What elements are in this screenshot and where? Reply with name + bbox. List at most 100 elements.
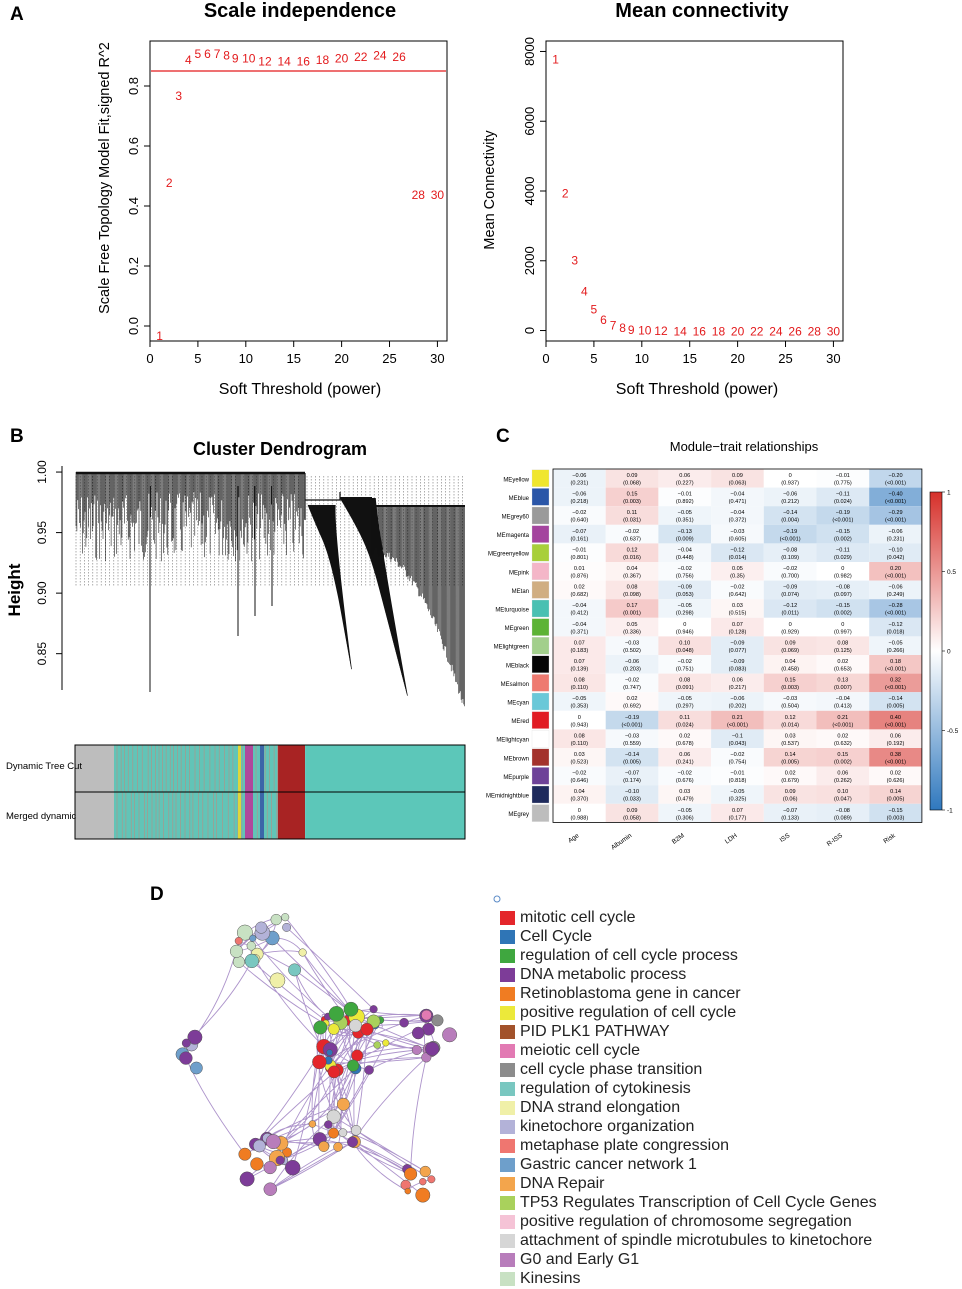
heatmap-cell: [869, 524, 922, 544]
heatmap-cell: [605, 785, 659, 804]
network-legend: mitotic cell cycle Cell Cycle regulation o…: [500, 908, 877, 1288]
network-node: [255, 921, 268, 934]
heatmap-cell: [869, 599, 922, 618]
heatmap-cell-value: 0.02: [627, 696, 638, 702]
scale-independence-xtick-label: 15: [286, 351, 300, 366]
heatmap-cell-pvalue: (0.218): [570, 499, 588, 505]
heatmap-cell-pvalue: (<0.001): [832, 518, 853, 524]
heatmap-cell-pvalue: (0.692): [623, 704, 641, 710]
heatmap-cell-pvalue: (0.937): [781, 481, 799, 487]
scale-independence-point-16: 16: [297, 55, 311, 69]
legend-label: Gastric cancer network 1: [520, 1155, 697, 1173]
legend-label: Kinesins: [520, 1269, 581, 1287]
legend-label: G0 and Early G1: [520, 1250, 640, 1268]
heatmap-cell: [816, 524, 870, 544]
heatmap-cell: [553, 655, 606, 674]
heatmap-cell: [658, 692, 712, 711]
heatmap-cell-value: 0.06: [837, 771, 848, 777]
heatmap-cell-value: −0.02: [572, 771, 586, 777]
heatmap-cell-value: 0.38: [890, 752, 901, 758]
heatmap-row-label: MEsalmon: [501, 682, 529, 688]
network-node: [181, 1038, 191, 1048]
heatmap-cell: [605, 487, 659, 507]
mean-connectivity-point-14: 14: [673, 324, 687, 338]
heatmap-cell: [605, 766, 659, 786]
dendrogram-tree: [75, 471, 465, 707]
heatmap-cell: [553, 580, 606, 600]
heatmap-cell-pvalue: (0.053): [676, 592, 694, 598]
heatmap-cell-value: 0.06: [732, 678, 743, 684]
heatmap-module-swatch: [531, 618, 550, 636]
heatmap-cell: [711, 710, 764, 730]
heatmap-cell: [605, 729, 659, 748]
network-node: [265, 1134, 281, 1150]
heatmap-cell-value: −0.02: [572, 510, 586, 516]
heatmap-cell-pvalue: (0.074): [781, 592, 799, 598]
heatmap-cell-value: 0: [841, 622, 844, 628]
heatmap-cell-pvalue: (<0.001): [885, 518, 906, 524]
heatmap-cell-pvalue: (0.227): [676, 481, 694, 487]
network-node: [327, 1065, 341, 1079]
legend-item: metaphase plate congression: [500, 1136, 877, 1155]
heatmap-cell-value: 0: [789, 473, 792, 479]
heatmap-cell: [763, 803, 817, 823]
heatmap-cell-pvalue: (0.069): [781, 648, 799, 654]
legend-swatch: [500, 1176, 515, 1191]
heatmap-cell-value: −0.05: [678, 696, 692, 702]
heatmap-cell: [816, 655, 870, 674]
heatmap-cell: [605, 506, 659, 525]
scale-independence-point-6: 6: [204, 47, 211, 61]
network-node: [326, 1109, 341, 1124]
heatmap-cell-pvalue: (0.068): [623, 481, 641, 487]
panel-label-d: D: [150, 884, 164, 905]
heatmap-row-label: MEblue: [509, 496, 530, 502]
network-node: [234, 936, 243, 945]
heatmap-module-swatch: [531, 581, 550, 599]
heatmap-cell-pvalue: (0.024): [834, 499, 852, 505]
legend-swatch: [500, 1100, 515, 1115]
heatmap-cell-pvalue: (0.298): [676, 611, 694, 617]
legend-label: regulation of cytokinesis: [520, 1079, 691, 1097]
heatmap-cell: [553, 543, 606, 562]
heatmap-cell: [816, 543, 870, 562]
heatmap-cell-pvalue: (0.042): [887, 555, 905, 561]
module-blue-band: [260, 792, 264, 839]
heatmap-cell: [869, 580, 922, 600]
network-node: [249, 934, 257, 942]
heatmap-cell: [869, 543, 922, 562]
heatmap-cell: [605, 524, 659, 544]
scale-independence-point-28: 28: [412, 188, 426, 202]
heatmap-cell-value: 0.09: [627, 808, 638, 814]
heatmap-cell-pvalue: (<0.001): [885, 481, 906, 487]
heatmap-cell: [658, 469, 712, 488]
heatmap-cell-value: −0.40: [888, 492, 902, 498]
scale-independence-point-5: 5: [195, 47, 202, 61]
legend-item: DNA metabolic process: [500, 965, 877, 984]
heatmap-cell-value: −0.09: [730, 659, 744, 665]
heatmap-cell-pvalue: (0.370): [570, 797, 588, 803]
legend-swatch: [500, 1157, 515, 1172]
network-node: [442, 1027, 458, 1043]
heatmap-cell-pvalue: (0.004): [781, 518, 799, 524]
merged-dynamic-label: Merged dynamic: [6, 811, 76, 822]
network-node: [415, 1187, 431, 1203]
heatmap-row-label: MEblack: [506, 663, 530, 669]
mean-connectivity-xlabel: Soft Threshold (power): [616, 381, 778, 398]
scale-independence-point-2: 2: [166, 176, 173, 190]
heatmap-cell-value: −0.06: [730, 696, 744, 702]
network-node: [263, 1161, 277, 1175]
heatmap-cell-value: −0.05: [678, 510, 692, 516]
heatmap-cell-value: −0.01: [678, 492, 692, 498]
heatmap-cell-pvalue: (0.325): [729, 797, 747, 803]
mean-connectivity-xtick-label: 20: [730, 351, 744, 366]
heatmap-cell-value: 0.08: [574, 678, 585, 684]
heatmap-cell-value: 0.04: [574, 789, 585, 795]
heatmap-cell: [711, 617, 764, 637]
heatmap-cell-value: 0.20: [890, 566, 901, 572]
heatmap-cell: [553, 692, 606, 711]
heatmap-cell: [816, 506, 870, 525]
heatmap-cell-pvalue: (0.014): [729, 555, 747, 561]
heatmap-cell-value: −0.02: [625, 529, 639, 535]
heatmap-cell-value: −0.01: [836, 473, 850, 479]
